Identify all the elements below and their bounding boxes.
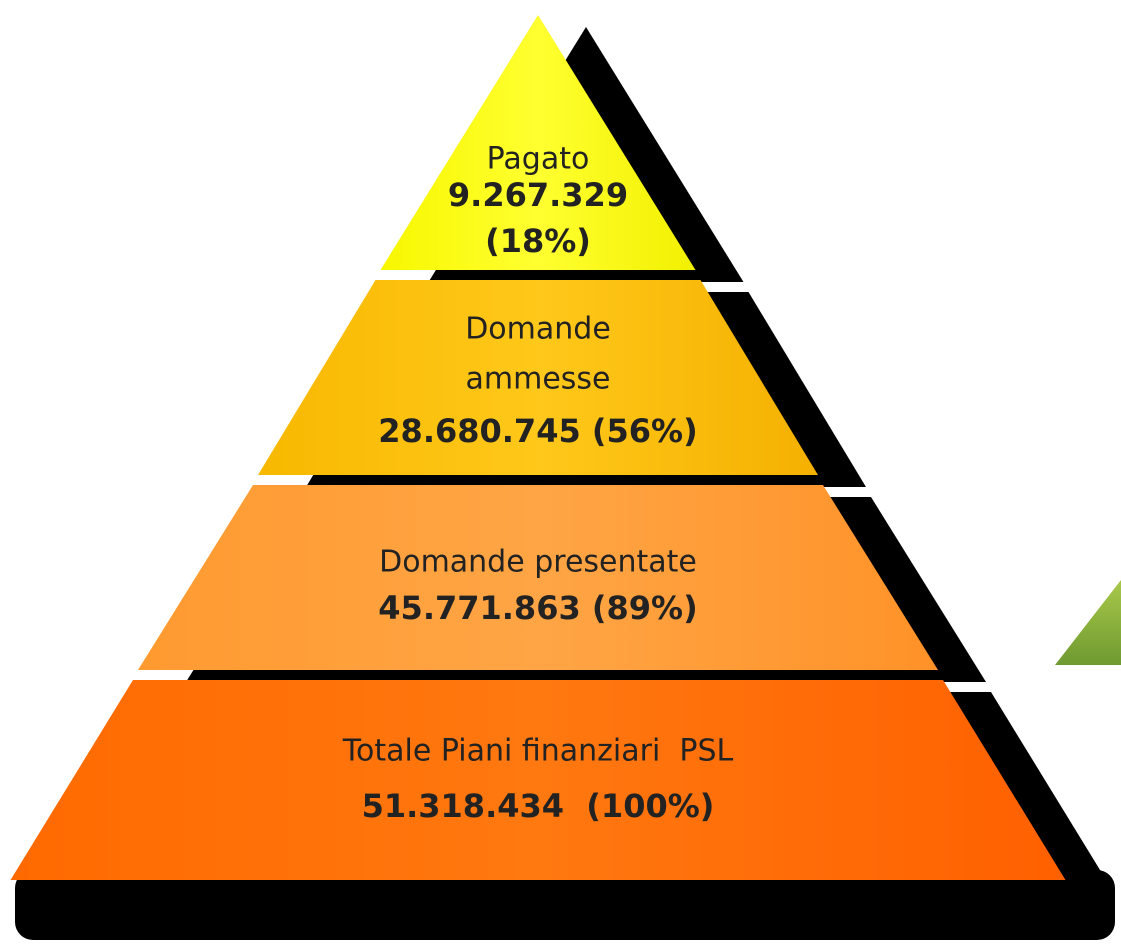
- layer-label: Domande: [465, 312, 611, 347]
- layer: [138, 485, 938, 670]
- layer: [258, 280, 818, 475]
- layer-value: (18%): [485, 222, 591, 260]
- layer: [380, 15, 696, 270]
- layer: [10, 680, 1066, 880]
- layer-label: Totale Piani finanziari PSL: [342, 734, 734, 769]
- layer-value: 45.771.863 (89%): [378, 589, 697, 627]
- layer-value: 28.680.745 (56%): [378, 412, 697, 450]
- layer-value: 51.318.434 (100%): [362, 787, 715, 825]
- green-shape: [1055, 580, 1121, 665]
- layer-label: ammesse: [465, 362, 610, 397]
- layer-label: Pagato: [487, 142, 590, 177]
- layer-value: 9.267.329: [448, 176, 628, 214]
- layer-label: Domande presentate: [379, 545, 697, 580]
